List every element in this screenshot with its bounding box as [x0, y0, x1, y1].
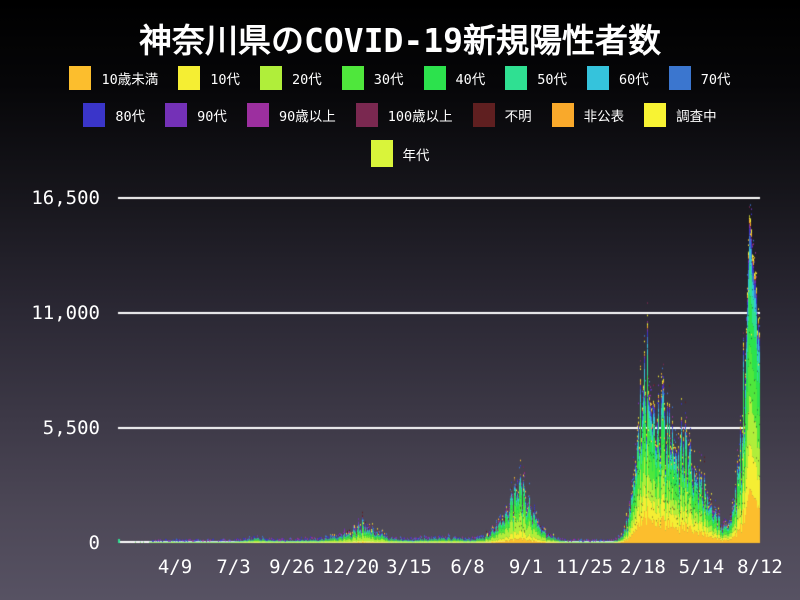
x-tick-label: 4/9 — [157, 556, 193, 578]
legend-label: 20代 — [291, 72, 322, 88]
legend-item-30s: 30代 — [341, 66, 404, 90]
legend-label: 不明 — [504, 109, 532, 125]
legend-swatch — [370, 140, 393, 167]
legend-label: 30代 — [373, 72, 404, 88]
legend-item-60s: 60代 — [587, 66, 649, 90]
legend-item-80s: 80代 — [83, 103, 145, 127]
legend-item-under10: 10歳未満 — [69, 66, 158, 90]
legend-item-90s: 90代 — [165, 103, 227, 127]
y-tick-label: 16,500 — [31, 187, 100, 209]
legend-label: 非公表 — [583, 109, 625, 125]
x-tick-label: 9/1 — [508, 556, 544, 578]
legend-swatch — [472, 103, 495, 127]
legend-swatch — [668, 66, 691, 90]
legend-label: 年代 — [402, 147, 430, 164]
legend-item-50s: 50代 — [505, 66, 567, 90]
legend-item-investigating: 調査中 — [644, 103, 717, 127]
legend-swatch — [551, 103, 574, 127]
chart-title: 神奈川県のCOVID-19新規陽性者数 — [139, 21, 661, 60]
legend-swatch — [259, 66, 282, 90]
legend-row-2: 80代 90代 90歳以上 100歳以上 不明 非公表 調査中 — [83, 103, 717, 127]
y-tick-label: 11,000 — [31, 302, 100, 324]
legend-swatch — [505, 66, 528, 90]
x-tick-label: 2/18 — [620, 556, 666, 578]
legend-item-over90: 90歳以上 — [246, 103, 336, 127]
legend-label: 調査中 — [676, 109, 717, 125]
legend-label: 70代 — [700, 72, 731, 88]
legend-label: 10歳未満 — [101, 72, 159, 88]
legend-label: 40代 — [455, 72, 486, 88]
legend-swatch — [69, 66, 92, 90]
x-tick-label: 5/14 — [678, 556, 725, 578]
x-tick-label: 9/26 — [269, 556, 315, 578]
legend-swatch — [165, 103, 188, 127]
legend-swatch — [355, 103, 378, 127]
legend-swatch — [341, 66, 364, 90]
y-tick-label: 5,500 — [42, 417, 100, 439]
legend-label: 90歳以上 — [278, 109, 336, 125]
legend-swatch — [423, 66, 446, 90]
legend-swatch — [178, 66, 201, 90]
legend-row-1: 10歳未満 10代 20代 30代 40代 50代 60代 70代 — [69, 66, 731, 90]
legend-swatch — [644, 103, 667, 127]
legend-swatch — [587, 66, 610, 90]
legend-item-10s: 10代 — [178, 66, 240, 90]
legend-item-40s: 40代 — [423, 66, 486, 90]
legend-item-over100: 100歳以上 — [355, 103, 453, 127]
legend-label: 90代 — [197, 109, 227, 125]
legend-label: 50代 — [537, 72, 568, 88]
x-tick-label: 11/25 — [555, 556, 614, 578]
legend-swatch — [246, 103, 269, 127]
legend-row-3: 年代 — [370, 140, 430, 167]
x-tick-label: 3/15 — [386, 556, 432, 578]
legend-label: 80代 — [115, 109, 146, 125]
legend-item-70s: 70代 — [668, 66, 731, 90]
legend-item-agegroup: 年代 — [370, 140, 430, 167]
legend-item-20s: 20代 — [259, 66, 322, 90]
legend-swatch — [83, 103, 106, 127]
x-tick-label: 8/12 — [737, 556, 783, 578]
legend-item-unknown: 不明 — [472, 103, 532, 127]
legend-label: 100歳以上 — [387, 109, 453, 125]
legend-item-undisclosed: 非公表 — [551, 103, 625, 127]
y-tick-label: 0 — [88, 532, 100, 554]
x-tick-label: 6/8 — [450, 556, 485, 578]
legend-label: 10代 — [210, 72, 240, 88]
x-tick-label: 7/3 — [216, 556, 251, 578]
legend-label: 60代 — [619, 72, 649, 88]
x-tick-label: 12/20 — [321, 556, 380, 578]
legend: 10歳未満 10代 20代 30代 40代 50代 60代 70代 80代 90… — [0, 66, 800, 167]
